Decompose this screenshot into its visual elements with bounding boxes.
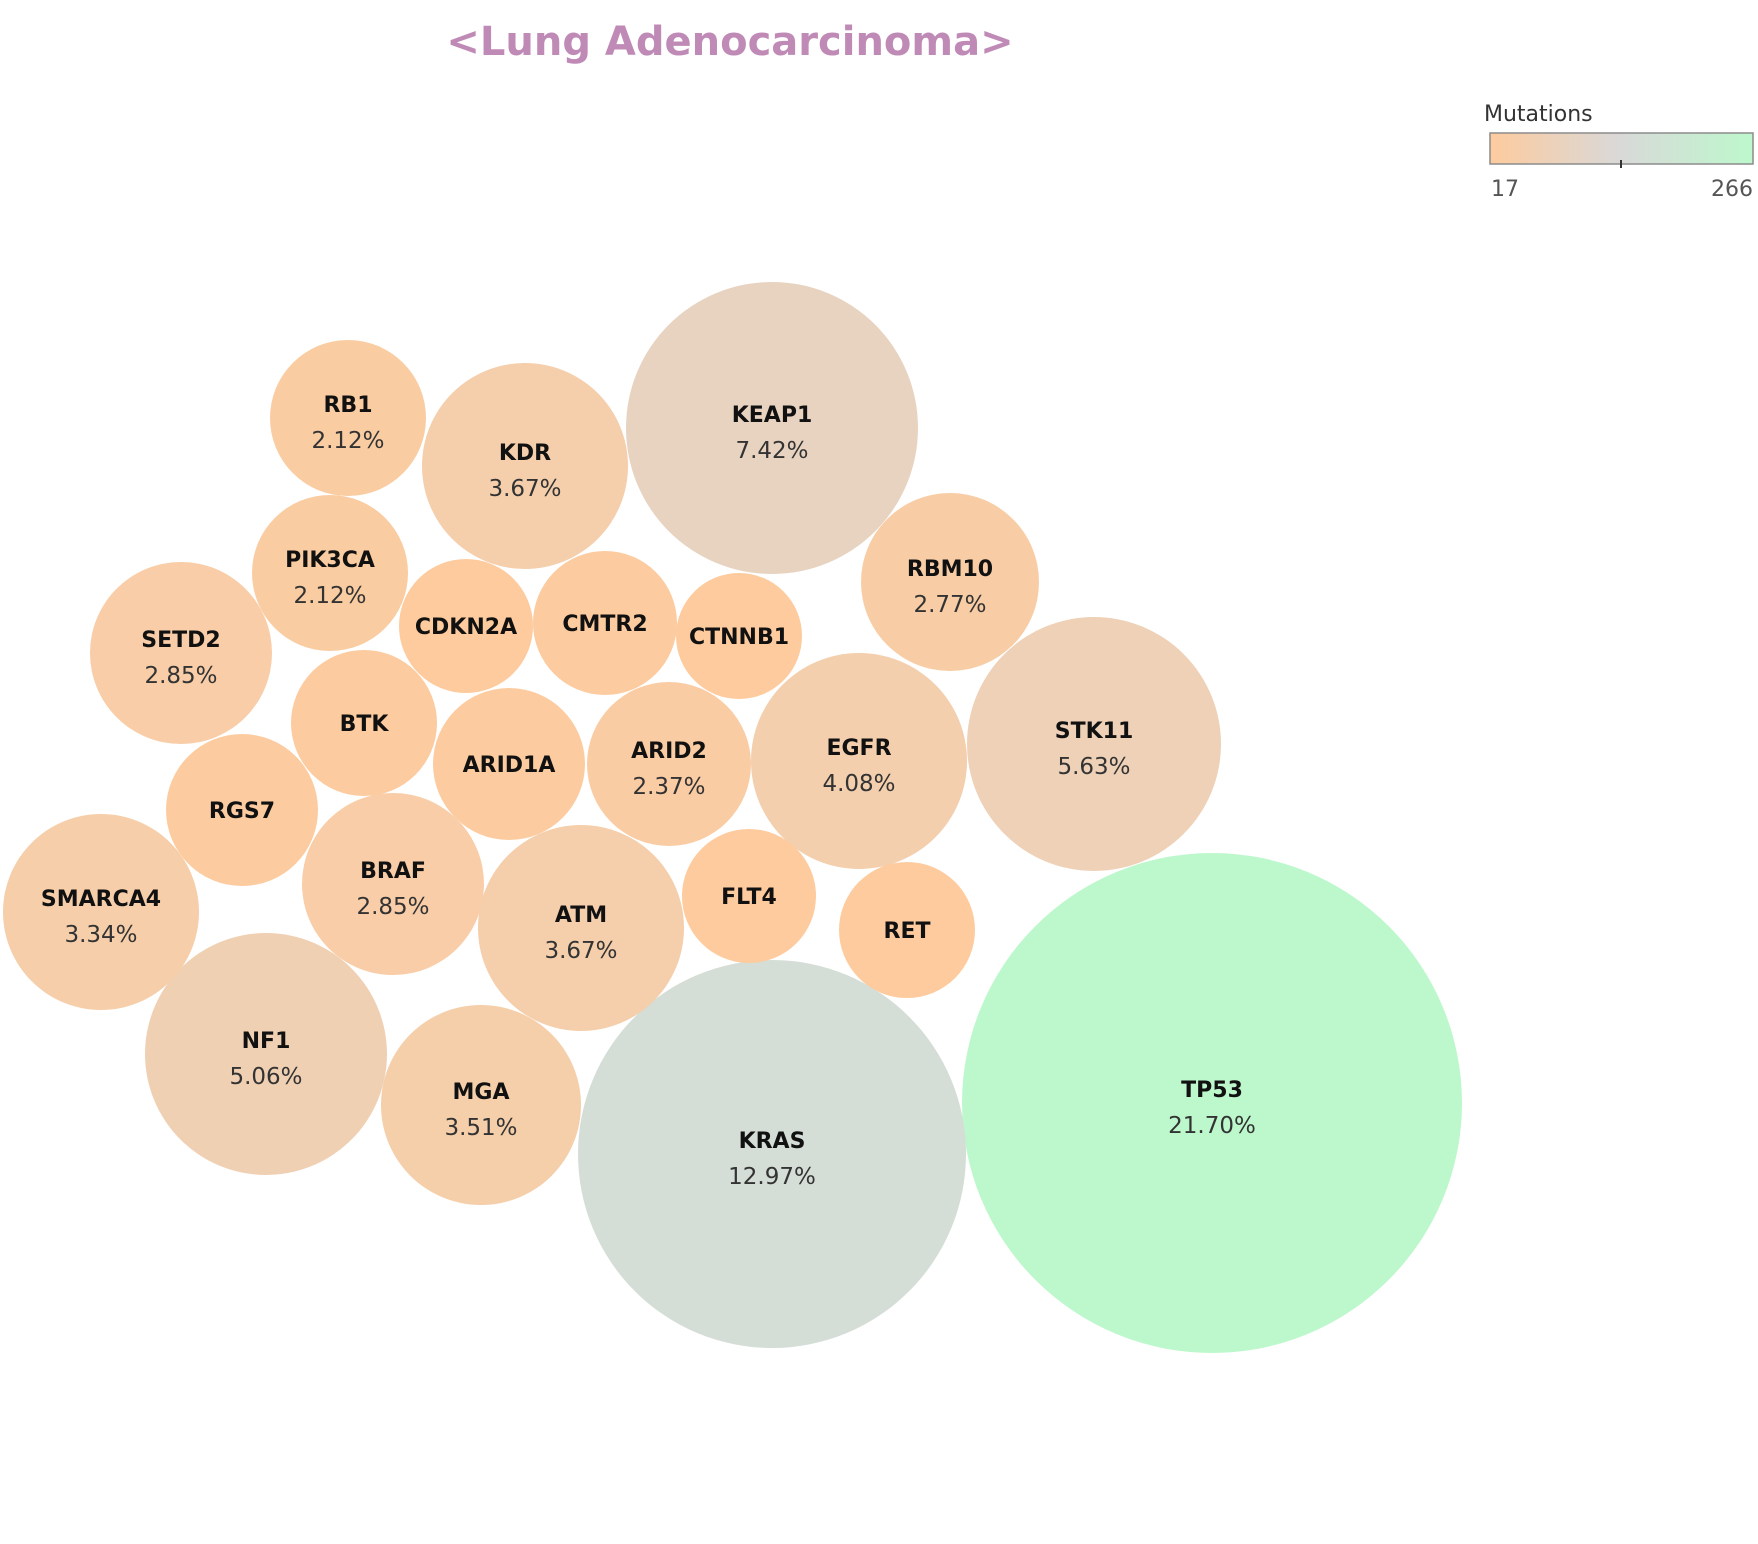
bubble-circle[interactable] xyxy=(3,814,199,1010)
bubble-circle[interactable] xyxy=(422,363,628,569)
bubble-gene-label: CMTR2 xyxy=(562,612,647,637)
bubble-circle[interactable] xyxy=(751,653,967,869)
bubble-circle[interactable] xyxy=(90,562,272,744)
bubble-gene-label: KRAS xyxy=(739,1129,806,1154)
bubble-circle[interactable] xyxy=(533,551,677,695)
bubble-pik3ca[interactable]: PIK3CA 2.12% xyxy=(252,495,408,651)
bubble-gene-label: FLT4 xyxy=(721,885,777,910)
bubble-keap1[interactable]: KEAP1 7.42% xyxy=(626,282,918,574)
bubble-percent-label: 3.51% xyxy=(444,1115,517,1141)
bubble-gene-label: SMARCA4 xyxy=(41,887,161,912)
bubble-circle[interactable] xyxy=(478,825,684,1031)
bubble-percent-label: 2.12% xyxy=(293,583,366,609)
bubble-gene-label: SETD2 xyxy=(141,628,220,653)
bubble-mga[interactable]: MGA 3.51% xyxy=(381,1005,581,1205)
legend-title: Mutations xyxy=(1484,102,1593,127)
bubble-circle[interactable] xyxy=(291,650,437,796)
bubble-percent-label: 3.67% xyxy=(488,476,561,502)
bubble-btk[interactable]: BTK xyxy=(291,650,437,796)
bubble-gene-label: CDKN2A xyxy=(415,615,517,640)
legend-max-label: 266 xyxy=(1711,177,1753,202)
chart-title: <Lung Adenocarcinoma> xyxy=(446,19,1013,65)
bubble-percent-label: 2.12% xyxy=(311,428,384,454)
bubble-gene-label: EGFR xyxy=(826,736,891,761)
bubble-circle[interactable] xyxy=(682,829,816,963)
legend-min-label: 17 xyxy=(1491,177,1519,202)
bubble-circle[interactable] xyxy=(967,617,1221,871)
bubble-gene-label: RB1 xyxy=(323,393,372,418)
bubble-cdkn2a[interactable]: CDKN2A xyxy=(399,559,533,693)
bubble-percent-label: 2.77% xyxy=(913,592,986,618)
bubble-circle[interactable] xyxy=(270,340,426,496)
bubble-nf1[interactable]: NF1 5.06% xyxy=(145,933,387,1175)
bubble-percent-label: 3.34% xyxy=(64,922,137,948)
legend: Mutations 17 266 xyxy=(1484,102,1754,202)
bubble-smarca4[interactable]: SMARCA4 3.34% xyxy=(3,814,199,1010)
bubble-stk11[interactable]: STK11 5.63% xyxy=(967,617,1221,871)
bubble-tp53[interactable]: TP53 21.70% xyxy=(962,853,1462,1353)
bubble-percent-label: 2.85% xyxy=(144,663,217,689)
bubble-kdr[interactable]: KDR 3.67% xyxy=(422,363,628,569)
bubble-kras[interactable]: KRAS 12.97% xyxy=(578,960,966,1348)
bubble-percent-label: 5.63% xyxy=(1057,754,1130,780)
bubble-percent-label: 2.85% xyxy=(356,894,429,920)
bubble-cmtr2[interactable]: CMTR2 xyxy=(533,551,677,695)
bubble-rbm10[interactable]: RBM10 2.77% xyxy=(861,493,1039,671)
bubble-percent-label: 12.97% xyxy=(728,1164,816,1190)
bubble-gene-label: KDR xyxy=(499,441,551,466)
bubble-percent-label: 5.06% xyxy=(229,1064,302,1090)
bubble-gene-label: KEAP1 xyxy=(732,403,813,428)
bubble-gene-label: ARID2 xyxy=(631,739,707,764)
bubble-circle[interactable] xyxy=(302,793,484,975)
bubble-circle[interactable] xyxy=(839,862,975,998)
bubble-egfr[interactable]: EGFR 4.08% xyxy=(751,653,967,869)
legend-color-ramp xyxy=(1489,132,1754,165)
bubble-circle[interactable] xyxy=(252,495,408,651)
bubble-circle[interactable] xyxy=(861,493,1039,671)
bubble-ctnnb1[interactable]: CTNNB1 xyxy=(676,573,802,699)
bubbles: TP53 21.70% KRAS 12.97% KEAP1 7.42% STK11 5.63%… xyxy=(3,282,1462,1353)
bubble-circle[interactable] xyxy=(676,573,802,699)
bubble-gene-label: TP53 xyxy=(1181,1078,1243,1103)
bubble-rgs7[interactable]: RGS7 xyxy=(166,734,318,886)
bubble-percent-label: 2.37% xyxy=(632,774,705,800)
bubble-gene-label: RET xyxy=(884,919,931,944)
bubble-circle[interactable] xyxy=(399,559,533,693)
bubble-percent-label: 21.70% xyxy=(1168,1113,1256,1139)
bubble-gene-label: STK11 xyxy=(1055,719,1134,744)
bubble-gene-label: PIK3CA xyxy=(285,548,375,573)
bubble-setd2[interactable]: SETD2 2.85% xyxy=(90,562,272,744)
bubble-gene-label: MGA xyxy=(453,1080,510,1105)
bubble-gene-label: NF1 xyxy=(242,1029,291,1054)
bubble-gene-label: BTK xyxy=(340,712,390,737)
bubble-flt4[interactable]: FLT4 xyxy=(682,829,816,963)
bubble-gene-label: ATM xyxy=(555,903,607,928)
bubble-circle[interactable] xyxy=(962,853,1462,1353)
bubble-arid2[interactable]: ARID2 2.37% xyxy=(587,682,751,846)
bubble-atm[interactable]: ATM 3.67% xyxy=(478,825,684,1031)
bubble-arid1a[interactable]: ARID1A xyxy=(433,688,585,840)
bubble-circle[interactable] xyxy=(433,688,585,840)
bubble-circle[interactable] xyxy=(381,1005,581,1205)
bubble-circle[interactable] xyxy=(578,960,966,1348)
bubble-gene-label: CTNNB1 xyxy=(689,625,789,650)
bubble-gene-label: RBM10 xyxy=(907,557,993,582)
bubble-gene-label: ARID1A xyxy=(463,753,556,778)
bubble-circle[interactable] xyxy=(166,734,318,886)
bubble-rb1[interactable]: RB1 2.12% xyxy=(270,340,426,496)
bubble-gene-label: RGS7 xyxy=(209,799,275,824)
bubble-ret[interactable]: RET xyxy=(839,862,975,998)
bubble-circle[interactable] xyxy=(145,933,387,1175)
bubble-circle[interactable] xyxy=(587,682,751,846)
bubble-gene-label: BRAF xyxy=(360,859,426,884)
bubble-percent-label: 7.42% xyxy=(735,438,808,464)
bubble-percent-label: 4.08% xyxy=(822,771,895,797)
bubble-braf[interactable]: BRAF 2.85% xyxy=(302,793,484,975)
bubble-percent-label: 3.67% xyxy=(544,938,617,964)
bubble-circle[interactable] xyxy=(626,282,918,574)
